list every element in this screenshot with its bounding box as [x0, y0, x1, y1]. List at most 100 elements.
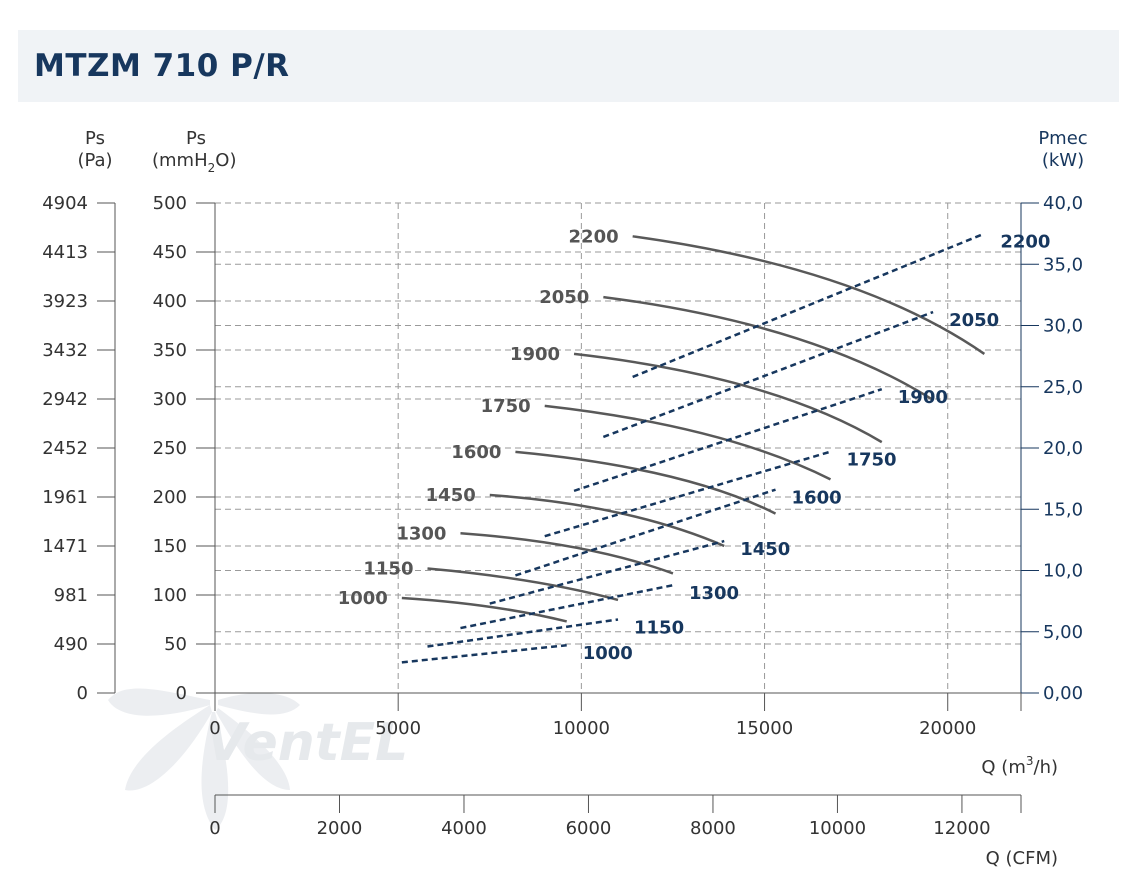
left-pa-tick-label: 981 — [54, 585, 88, 606]
left-mm-title-2: (mmH2O) — [152, 150, 236, 175]
left-pa-tick-label: 4904 — [42, 193, 88, 214]
x-cfm-tick-label: 2000 — [317, 818, 363, 839]
pressure-curves — [401, 235, 986, 623]
left-pa-tick-label: 1961 — [42, 487, 88, 508]
left-mm-tick-label: 450 — [153, 242, 187, 263]
left-mm-title-sub: 2 — [208, 161, 216, 175]
left-mm-title-2a: (mmH — [152, 150, 208, 171]
right-kw-tick-label: 0,00 — [1043, 683, 1083, 704]
power-curve-label-1750: 1750 — [846, 450, 896, 471]
right-kw-tick-label: 5,00 — [1043, 622, 1083, 643]
right-kw-tick-label: 30,0 — [1043, 316, 1083, 337]
power-curve-2200 — [632, 232, 985, 379]
left-mm-title-1: Ps — [186, 128, 206, 149]
power-curve-1750 — [544, 450, 831, 538]
right-kw-tick-label: 25,0 — [1043, 377, 1083, 398]
x-cfm-tick-label: 8000 — [690, 818, 736, 839]
power-curve-label-1000: 1000 — [583, 643, 633, 664]
x-cfm-tick-label: 12000 — [933, 818, 990, 839]
x-m3h-tick-label: 5000 — [375, 718, 421, 739]
pressure-curve-label-2200: 2200 — [569, 226, 619, 247]
pressure-curve-label-2050: 2050 — [539, 287, 589, 308]
power-curve-label-1450: 1450 — [740, 539, 790, 560]
power-curve-label-1900: 1900 — [898, 387, 948, 408]
pressure-curve-label-1300: 1300 — [396, 523, 446, 544]
pressure-curve-1750 — [544, 404, 832, 481]
power-curve-1450 — [489, 539, 725, 605]
pressure-curve-label-1150: 1150 — [363, 559, 413, 580]
left-mm-tick-label: 0 — [176, 683, 187, 704]
right-kw-title-2: (kW) — [1042, 150, 1084, 171]
right-kw-tick-label: 10,0 — [1043, 561, 1083, 582]
left-pa-title-1: Ps — [85, 128, 105, 149]
left-mm-tick-label: 50 — [164, 634, 187, 655]
power-curve-label-1300: 1300 — [689, 583, 739, 604]
left-mm-tick-label: 100 — [153, 585, 187, 606]
right-kw-tick-label: 15,0 — [1043, 499, 1083, 520]
pressure-curve-label-1900: 1900 — [510, 344, 560, 365]
power-curves — [401, 232, 985, 664]
watermark-text: VentEL — [206, 713, 408, 773]
power-curve-1900 — [573, 388, 883, 493]
x-cfm-tick-label: 4000 — [441, 818, 487, 839]
pressure-curve-1450 — [489, 493, 725, 548]
pressure-curve-1600 — [515, 450, 777, 515]
grid — [215, 202, 1021, 693]
power-curve-label-1600: 1600 — [792, 488, 842, 509]
left-mm-tick-label: 200 — [153, 487, 187, 508]
pressure-curve-1900 — [573, 352, 883, 444]
x-cfm-title: Q (CFM) — [986, 848, 1058, 869]
x-cfm-tick-label: 10000 — [809, 818, 866, 839]
power-curve-1000 — [401, 643, 567, 664]
x-cfm-tick-label: 6000 — [566, 818, 612, 839]
left-mm-title-2b: O) — [215, 150, 236, 171]
pressure-curve-label-1000: 1000 — [338, 588, 388, 609]
left-pa-tick-label: 0 — [77, 683, 88, 704]
pressure-curve-1000 — [401, 596, 568, 623]
left-pa-tick-label: 1471 — [42, 536, 88, 557]
left-pa-tick-label: 2942 — [42, 389, 88, 410]
curve-labels: 1000115013001450160017501900205022001000… — [338, 226, 1051, 664]
left-pa-tick-label: 490 — [54, 634, 88, 655]
chart-title: MTZM 710 P/R — [34, 48, 290, 84]
power-curve-1300 — [460, 583, 674, 630]
power-curve-label-2200: 2200 — [1000, 232, 1050, 253]
left-mm-tick-label: 150 — [153, 536, 187, 557]
pressure-curve-label-1750: 1750 — [481, 396, 531, 417]
title-bar: MTZM 710 P/R — [18, 30, 1119, 102]
x-m3h-tick-label: 0 — [209, 718, 220, 739]
left-mm-tick-label: 500 — [153, 193, 187, 214]
pressure-curve-label-1600: 1600 — [451, 442, 501, 463]
pressure-curve-2050 — [603, 295, 934, 402]
pressure-curve-2200 — [632, 235, 986, 355]
power-curve-1600 — [515, 488, 776, 577]
power-curve-2050 — [602, 310, 934, 439]
x-m3h-tick-label: 15000 — [736, 718, 793, 739]
power-curve-label-1150: 1150 — [634, 618, 684, 639]
right-kw-title-1: Pmec — [1038, 128, 1087, 149]
x-m3h-title-b: /h) — [1034, 757, 1059, 778]
left-pa-tick-label: 2452 — [42, 438, 88, 459]
left-mm-tick-label: 250 — [153, 438, 187, 459]
x-m3h-title-a: Q (m — [981, 757, 1025, 778]
pressure-curve-label-1450: 1450 — [426, 485, 476, 506]
left-mm-tick-label: 350 — [153, 340, 187, 361]
left-pa-tick-label: 3432 — [42, 340, 88, 361]
x-cfm-tick-label: 0 — [209, 818, 220, 839]
power-curve-label-2050: 2050 — [949, 310, 999, 331]
right-kw-tick-label: 20,0 — [1043, 438, 1083, 459]
pressure-curve-1300 — [460, 532, 674, 575]
axes: 0 490 981 1471 1961 2452 2942 3432 3923 4413 4904 0… — [42, 193, 1083, 839]
watermark-fan-logo — [108, 688, 300, 830]
left-pa-title-2: (Pa) — [77, 150, 112, 171]
right-kw-tick-label: 35,0 — [1043, 254, 1083, 275]
x-m3h-title-sup: 3 — [1026, 754, 1034, 768]
x-m3h-tick-label: 10000 — [553, 718, 610, 739]
left-pa-tick-label: 3923 — [42, 291, 88, 312]
x-m3h-tick-label: 20000 — [919, 718, 976, 739]
x-m3h-title: Q (m3/h) — [981, 754, 1058, 778]
power-curve-1150 — [427, 618, 619, 648]
right-kw-tick-label: 40,0 — [1043, 193, 1083, 214]
left-mm-tick-label: 400 — [153, 291, 187, 312]
